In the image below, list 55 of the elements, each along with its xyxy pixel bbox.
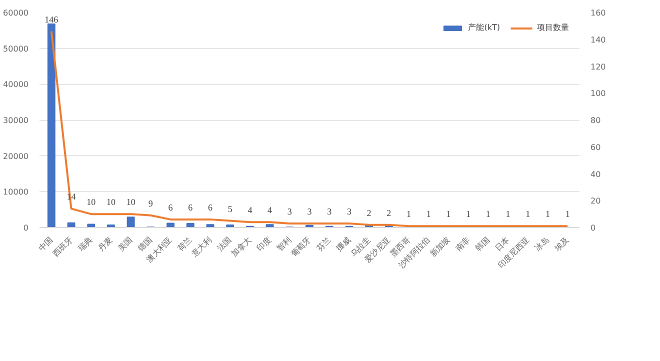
x-tick-label: 瑞典: [76, 235, 94, 253]
data-label: 6: [168, 202, 174, 212]
x-tick-label: 印度: [255, 235, 273, 253]
data-label: 10: [106, 197, 116, 208]
x-tick-label: 挪威: [334, 235, 352, 253]
data-label: 6: [208, 202, 213, 212]
data-label: 4: [268, 205, 273, 216]
y2-tick-label: 100: [590, 89, 606, 98]
x-tick-label: 南非: [454, 235, 472, 253]
data-label: 1: [565, 209, 570, 220]
y-tick-label: 40000: [3, 80, 29, 90]
data-label: 6: [188, 202, 194, 212]
y-tick-label: 10000: [3, 188, 29, 197]
data-label: 4: [248, 205, 253, 216]
data-label: 1: [466, 209, 471, 220]
data-label: 9: [148, 198, 154, 208]
y-tick-label: 30000: [3, 116, 29, 125]
data-label: 3: [327, 206, 332, 216]
y2-tick-label: 40: [590, 170, 601, 179]
x-tick-label: 韩国: [474, 235, 492, 253]
data-label: 2: [366, 208, 372, 218]
y2-tick-label: 160: [590, 8, 606, 18]
x-tick-label: 丹麦: [96, 235, 114, 253]
data-label: 1: [486, 209, 490, 220]
data-label: 10: [86, 197, 96, 208]
y-tick-label: 50000: [3, 44, 29, 54]
data-label: 3: [346, 206, 352, 216]
y2-tick-label: 60: [590, 142, 601, 152]
data-label: 1: [406, 209, 412, 220]
y2-tick-label: 0: [590, 224, 596, 232]
y-tick-label: 60000: [3, 8, 29, 18]
data-label: 3: [287, 206, 292, 216]
data-label: 3: [307, 206, 312, 216]
x-tick-label: 冰岛: [533, 235, 551, 253]
x-tick-label: 德国: [136, 235, 154, 253]
x-tick-label: 芬兰: [314, 235, 333, 253]
data-label: 10: [126, 197, 136, 208]
data-label: 1: [545, 209, 550, 220]
y2-tick-label: 140: [590, 35, 606, 44]
x-tick-label: 埃及: [552, 235, 571, 254]
data-label: 1: [446, 209, 451, 220]
legend-label: 项目数量: [537, 22, 569, 33]
x-tick-label: 美国: [116, 235, 134, 253]
legend-label: 产能(kT): [468, 22, 500, 33]
data-label: 1: [426, 209, 431, 220]
data-label: 1: [526, 209, 530, 220]
data-label: 1: [506, 209, 510, 220]
y2-tick-label: 120: [590, 62, 606, 72]
y-tick-label: 0: [23, 224, 29, 232]
y2-tick-label: 80: [590, 116, 601, 125]
y-tick-label: 20000: [3, 152, 29, 161]
data-label: 5: [228, 204, 233, 214]
data-label: 2: [386, 208, 392, 218]
y2-tick-label: 20: [590, 196, 601, 206]
data-label: 146: [44, 14, 59, 24]
